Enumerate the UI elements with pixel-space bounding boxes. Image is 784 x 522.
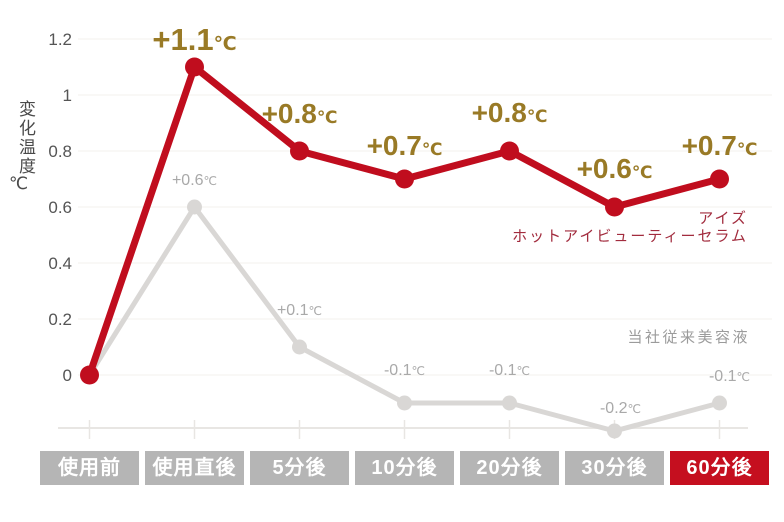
- y-tick-label: 0.8: [48, 142, 72, 161]
- series-0-data-point: [710, 169, 729, 189]
- category-box: 10分後: [355, 451, 454, 485]
- series-0-data-point: [500, 141, 519, 161]
- category-box: 使用前: [40, 451, 139, 485]
- point-value-label: -0.2℃: [600, 400, 641, 417]
- point-value-label: +0.6℃: [172, 172, 217, 189]
- category-box: 20分後: [460, 451, 559, 485]
- series-0-data-point: [290, 141, 309, 161]
- series-1-data-point: [712, 395, 727, 411]
- series-1-data-point: [607, 423, 622, 439]
- point-value-label: +0.1℃: [277, 302, 322, 319]
- y-tick-label: 1: [63, 86, 72, 105]
- point-value-label: -0.1℃: [709, 368, 750, 385]
- point-value-label: +0.8℃: [472, 97, 548, 128]
- point-value-label: +0.6℃: [577, 153, 653, 184]
- y-axis-unit-label: ℃: [9, 174, 29, 193]
- series-0-data-point: [185, 57, 204, 77]
- series-1-data-point: [502, 395, 517, 411]
- category-box: 30分後: [565, 451, 664, 485]
- legend-conventional-series: 当社従来美容液: [627, 329, 750, 346]
- legend-product-series: アイズ ホットアイビューティーセラム: [512, 210, 748, 246]
- y-tick-label: 1.2: [48, 30, 72, 49]
- y-axis-title: 変化温度: [16, 100, 35, 176]
- point-value-label: +0.7℃: [682, 130, 758, 161]
- series-0-data-point: [605, 197, 624, 217]
- series-0-data-point: [395, 169, 414, 189]
- series-1-data-point: [292, 339, 307, 355]
- y-tick-label: 0.2: [48, 310, 72, 329]
- point-value-label: -0.1℃: [384, 362, 425, 379]
- point-value-label: +1.1℃: [152, 22, 236, 57]
- series-1-data-point: [397, 395, 412, 411]
- legend-product-line2: ホットアイビューティーセラム: [512, 228, 748, 245]
- category-box-highlighted: 60分後: [670, 451, 769, 485]
- point-value-label: +0.7℃: [367, 130, 443, 161]
- point-value-label: -0.1℃: [489, 362, 530, 379]
- series-1-data-point: [187, 199, 202, 215]
- x-axis-category-row: 使用前 使用直後 5分後 10分後 20分後 30分後 60分後: [40, 451, 769, 485]
- series-0-data-point: [80, 365, 99, 385]
- point-value-label: +0.8℃: [262, 98, 338, 129]
- y-tick-label: 0: [63, 366, 72, 385]
- category-box: 使用直後: [145, 451, 244, 485]
- category-box: 5分後: [250, 451, 349, 485]
- legend-product-line1: アイズ: [698, 210, 748, 227]
- y-tick-label: 0.4: [48, 254, 72, 273]
- y-tick-label: 0.6: [48, 198, 72, 217]
